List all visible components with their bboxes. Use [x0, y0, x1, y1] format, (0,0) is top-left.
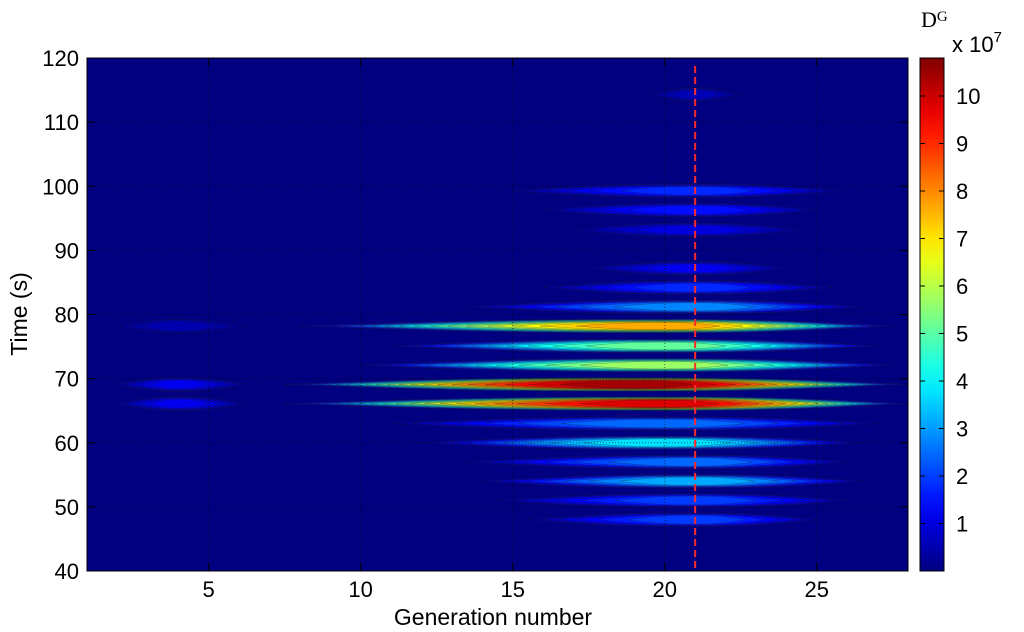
x-axis-ticks: 5 10 15 20 25 [203, 58, 829, 602]
y-tick-label: 110 [44, 110, 79, 135]
colorbar-tick-label: 3 [956, 417, 968, 442]
intensity-band [391, 338, 878, 354]
x-tick-label: 20 [652, 577, 676, 602]
intensity-bands [117, 87, 908, 527]
y-tick-label: 50 [55, 495, 79, 520]
colorbar-ticks: 1 2 3 4 5 6 7 8 9 10 [920, 84, 980, 537]
colorbar-tick-label: 7 [956, 227, 968, 252]
intensity-band [512, 183, 842, 198]
y-axis-ticks: 40 50 60 70 80 90 100 110 120 [42, 46, 908, 584]
band-contour [626, 515, 745, 525]
band-contour [585, 341, 727, 350]
band-contour [633, 283, 752, 293]
y-tick-label: 40 [55, 559, 79, 584]
band-contour [561, 419, 746, 428]
intensity-band [543, 202, 817, 218]
x-axis-label: Generation number [394, 604, 593, 630]
colorbar-tick-label: 5 [956, 322, 968, 347]
colorbar-tick-label: 4 [956, 369, 968, 394]
intensity-band [497, 493, 848, 508]
intensity-band [360, 357, 893, 373]
band-contour [614, 302, 755, 312]
colorbar-title: DG [921, 7, 948, 32]
y-tick-label: 100 [42, 174, 79, 199]
x-tick-label: 25 [805, 577, 829, 602]
intensity-band [299, 318, 893, 334]
grid-lines [87, 58, 908, 571]
intensity-band [467, 454, 848, 470]
intensity-band [117, 318, 246, 334]
x-tick-label: 10 [348, 577, 372, 602]
colorbar-multiplier-exponent: 7 [994, 29, 1002, 46]
band-contour [620, 186, 755, 196]
intensity-band [117, 377, 246, 392]
intensity-band [117, 396, 246, 411]
intensity-band [527, 512, 817, 527]
colorbar [919, 57, 945, 572]
intensity-band [573, 222, 802, 238]
y-tick-label: 70 [55, 367, 79, 392]
x-tick-label: 5 [203, 577, 215, 602]
y-axis-label: Time (s) [6, 272, 32, 355]
band-contour [579, 399, 720, 408]
x-tick-label: 15 [500, 577, 524, 602]
intensity-band [284, 396, 908, 411]
intensity-band [284, 377, 908, 392]
band-contour [576, 322, 721, 330]
colorbar-tick-label: 1 [956, 512, 968, 537]
y-tick-label: 120 [42, 46, 79, 71]
band-contour [619, 476, 755, 486]
colorbar-tick-label: 2 [956, 464, 968, 489]
colorbar-multiplier: x 107 [952, 29, 1002, 57]
colorbar-multiplier-base: x 10 [952, 32, 994, 57]
y-tick-label: 60 [55, 431, 79, 456]
band-contour [150, 379, 209, 390]
colorbar-title-superscript: G [937, 9, 948, 25]
colorbar-tick-label: 9 [956, 132, 968, 157]
band-contour [608, 457, 753, 467]
band-contour [559, 380, 693, 389]
band-contour [647, 263, 736, 274]
colorbar-tick-label: 8 [956, 179, 968, 204]
intensity-band [543, 280, 833, 295]
colorbar-title-main: D [921, 7, 937, 32]
colorbar-tick-label: 10 [956, 84, 980, 109]
band-contour [142, 320, 218, 332]
band-contour [614, 495, 758, 505]
band-contour [634, 224, 749, 235]
intensity-band [467, 299, 863, 315]
intensity-band [588, 261, 787, 276]
colorbar-tick-label: 6 [956, 274, 968, 299]
intensity-band [482, 474, 863, 489]
band-contour [580, 361, 729, 370]
band-contour [627, 205, 750, 215]
y-tick-label: 90 [55, 238, 79, 263]
y-tick-label: 80 [55, 303, 79, 328]
